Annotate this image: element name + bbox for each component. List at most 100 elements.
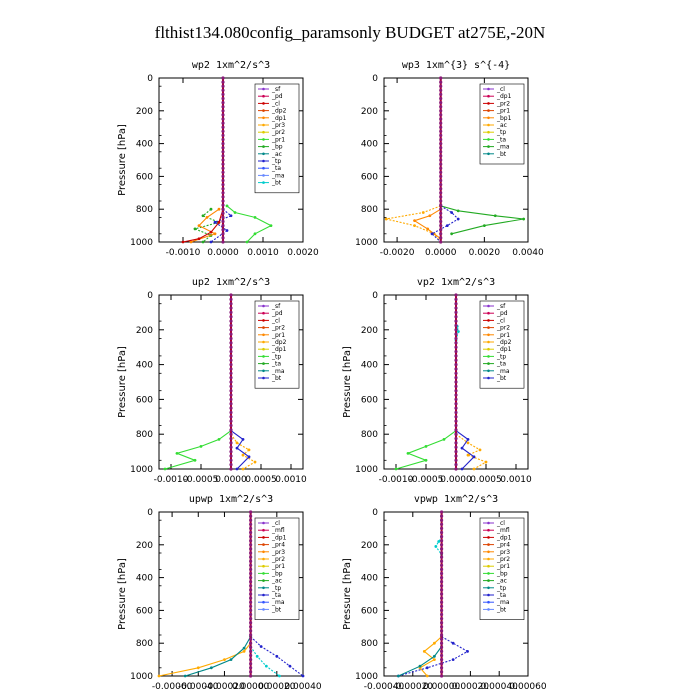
legend-marker — [262, 608, 265, 611]
data-point — [437, 540, 441, 543]
legend-marker — [262, 543, 265, 546]
zero-profile-point — [440, 612, 444, 617]
zero-profile-point — [249, 662, 253, 666]
y-tick-label: 800 — [136, 639, 153, 649]
y-tick-label: 0 — [147, 74, 153, 84]
zero-profile-point — [440, 510, 444, 514]
x-tick-label: -0.0005 — [409, 475, 444, 485]
zero-profile-point — [249, 576, 253, 580]
zero-profile-point — [229, 406, 233, 410]
y-tick-label: 1000 — [130, 238, 153, 248]
chart-panel-3: up2 1xm^2/s^3 Pressure [hPa] 0 200 400 600 800… — [117, 277, 307, 485]
legend-entry: _bt — [496, 606, 507, 613]
legend-marker — [262, 181, 265, 184]
legend-entry: _bt — [271, 180, 282, 187]
zero-profile-point — [439, 236, 443, 240]
legend-entry: _pr3 — [496, 549, 510, 556]
legend-entry: _ta — [496, 592, 506, 599]
data-point — [217, 438, 221, 441]
legend-entry: _cl — [496, 86, 505, 93]
zero-profile-point — [439, 150, 443, 154]
legend-marker — [487, 600, 490, 604]
data-point — [301, 674, 305, 678]
zero-profile-point — [440, 584, 444, 588]
zero-profile-point — [439, 174, 443, 178]
legend-marker — [487, 319, 490, 322]
legend-marker — [262, 159, 265, 163]
series-line-tp — [431, 205, 460, 243]
legend-marker — [487, 593, 490, 597]
zero-profile-point — [454, 293, 458, 297]
zero-profile-point — [454, 436, 458, 441]
zero-profile-point — [439, 166, 443, 170]
legend-marker — [262, 94, 265, 98]
data-point — [450, 232, 454, 236]
x-tick-label: 0.0005 — [245, 475, 277, 485]
zero-profile-point — [229, 367, 233, 371]
zero-profile-point — [440, 617, 444, 621]
zero-profile-point — [440, 580, 444, 584]
legend-entry: _ta — [271, 165, 281, 172]
legend-box — [479, 300, 525, 389]
legend-entry: _pr1 — [271, 563, 285, 570]
zero-profile-point — [440, 600, 444, 604]
y-tick-label: 200 — [136, 107, 153, 117]
zero-profile-point — [454, 458, 458, 462]
y-tick-label: 1000 — [355, 465, 378, 475]
data-point — [493, 214, 497, 218]
data-point — [472, 467, 476, 471]
data-point — [213, 232, 217, 236]
x-tick-label: 0.00020 — [452, 682, 489, 692]
zero-profile-point — [221, 158, 225, 162]
zero-profile-point — [229, 349, 233, 354]
data-point — [466, 453, 470, 457]
y-tick-label: 600 — [361, 172, 378, 182]
legend-marker — [487, 109, 490, 112]
legend-marker — [487, 145, 490, 148]
data-point — [424, 458, 428, 462]
zero-profile-point — [249, 580, 253, 584]
zero-profile-point — [229, 463, 233, 467]
y-tick-label: 200 — [136, 541, 153, 551]
legend-marker — [487, 94, 490, 98]
zero-profile-point — [249, 604, 253, 608]
y-tick-label: 800 — [361, 205, 378, 215]
data-point — [217, 220, 221, 224]
zero-profile-point — [229, 323, 233, 328]
zero-profile-point — [440, 571, 444, 576]
data-point — [259, 645, 263, 648]
zero-profile-point — [249, 608, 253, 613]
data-point — [225, 204, 229, 208]
legend-entry: _tp — [496, 353, 506, 360]
y-axis-label: Pressure [hPa] — [342, 558, 353, 630]
zero-profile-point — [439, 228, 443, 232]
zero-profile-point — [439, 170, 443, 174]
zero-profile-point — [439, 178, 443, 183]
zero-profile-point — [221, 76, 225, 80]
zero-profile-point — [221, 236, 225, 240]
series-line-pr2 — [230, 433, 257, 470]
legend-marker — [262, 355, 265, 358]
data-point — [213, 220, 217, 224]
y-tick-label: 800 — [361, 430, 378, 440]
zero-profile-point — [439, 191, 443, 195]
y-tick-label: 600 — [361, 606, 378, 616]
zero-profile-point — [454, 467, 458, 471]
data-point — [245, 240, 249, 244]
zero-profile-point — [440, 567, 444, 572]
data-point — [209, 666, 213, 670]
zero-profile-point — [454, 328, 458, 332]
legend-box — [479, 83, 525, 165]
zero-profile-point — [440, 604, 444, 608]
zero-profile-point — [454, 367, 458, 371]
zero-profile-point — [229, 441, 233, 445]
zero-profile-point — [229, 450, 233, 454]
data-point — [451, 641, 455, 645]
legend-marker — [487, 362, 490, 365]
legend-marker — [262, 521, 265, 525]
x-tick-label: 0.0005 — [470, 475, 502, 485]
zero-profile-point — [440, 551, 444, 555]
legend-entry: _dp2 — [271, 108, 287, 115]
legend-marker — [487, 369, 490, 373]
data-point — [460, 467, 464, 471]
